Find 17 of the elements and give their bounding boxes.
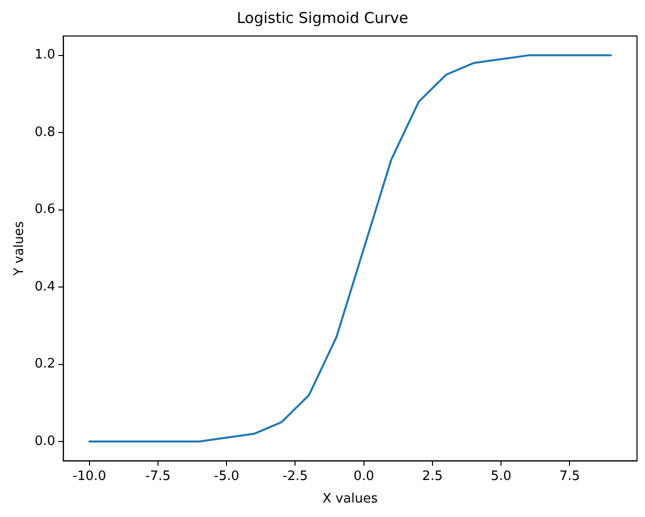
x-tick-label: -7.5 xyxy=(145,468,171,484)
x-tick-label: -2.5 xyxy=(282,468,308,484)
y-tick-label: 0.0 xyxy=(34,434,56,449)
y-tick-label: 1.0 xyxy=(34,48,56,63)
chart-title: Logistic Sigmoid Curve xyxy=(236,8,408,27)
x-tick-label: -5.0 xyxy=(214,468,240,484)
y-axis-title: Y values xyxy=(12,221,28,277)
x-axis-title: X values xyxy=(322,492,378,507)
y-tick-label: 0.4 xyxy=(34,279,56,294)
y-tick-label: 0.8 xyxy=(34,124,56,140)
x-tick-label: 2.5 xyxy=(422,468,443,484)
y-tick-label: 0.2 xyxy=(34,356,56,372)
x-tick-label: 7.5 xyxy=(559,468,580,484)
y-tick-label: 0.6 xyxy=(34,202,56,218)
x-tick-label: -10.0 xyxy=(72,468,106,484)
x-tick-label: 0.0 xyxy=(354,468,374,484)
x-tick-label: 5.0 xyxy=(490,468,512,484)
